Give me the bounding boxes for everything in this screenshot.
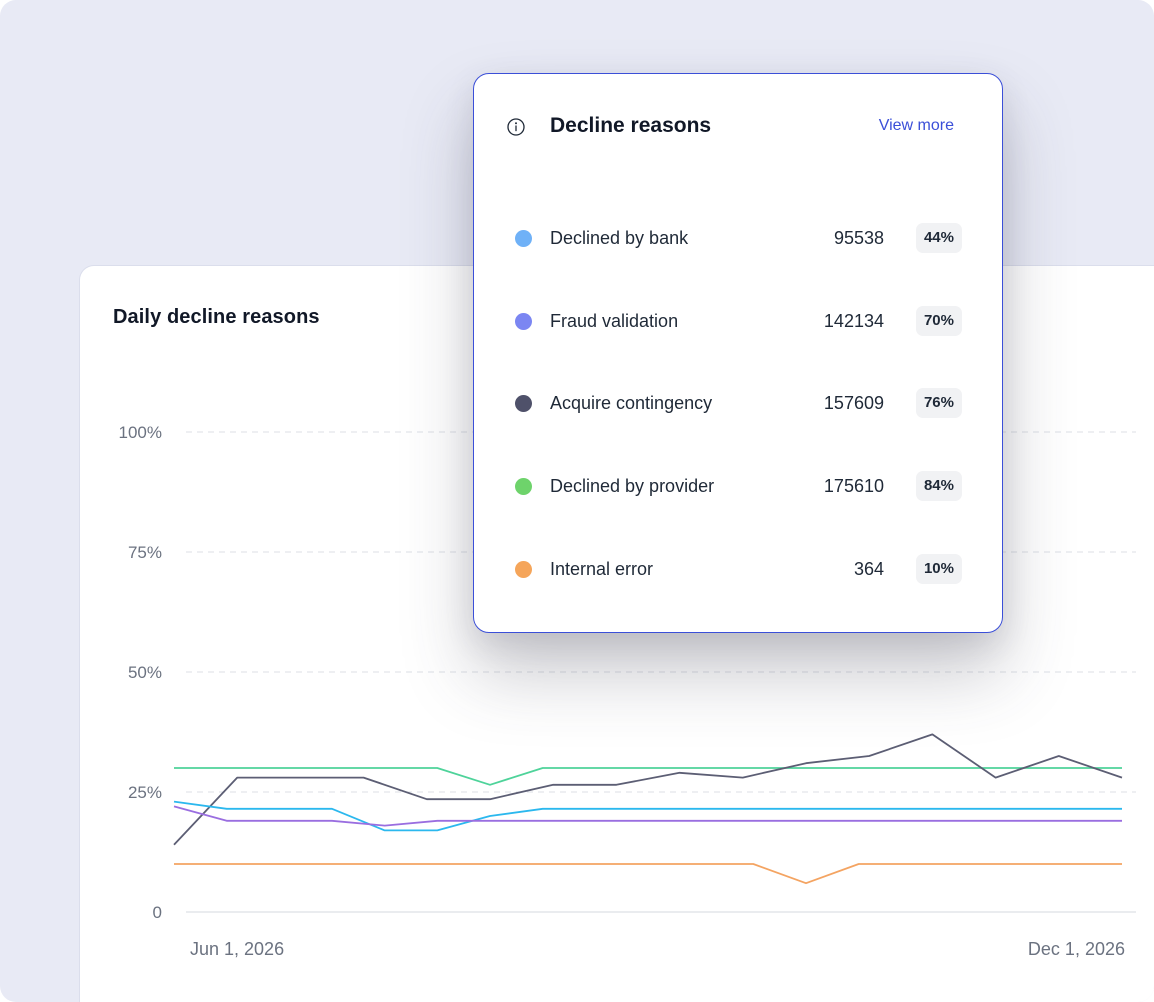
reason-percent-badge: 44% (915, 223, 962, 253)
reason-row: Declined by provider 175610 84% (474, 470, 1004, 504)
y-tick-label: 100% (119, 423, 162, 442)
reason-count: 142134 (823, 311, 884, 331)
legend-dot (515, 478, 532, 495)
legend-dot (515, 313, 532, 330)
series-line (173, 733, 1123, 846)
reason-label: Fraud validation (550, 311, 679, 331)
series-line (173, 800, 1122, 832)
reason-row: Internal error 364 10% (474, 553, 1004, 587)
legend-dot (515, 561, 532, 578)
reason-percent-badge: 10% (915, 554, 962, 584)
reason-label: Declined by provider (550, 476, 715, 496)
x-tick-label: Jun 1, 2026 (190, 939, 284, 959)
reason-row: Fraud validation 142134 70% (474, 305, 1004, 339)
reason-percent-badge: 84% (915, 471, 962, 501)
reason-label: Internal error (550, 559, 654, 579)
info-icon (507, 118, 525, 136)
reason-count: 157609 (823, 393, 884, 413)
card-title: Daily decline reasons (113, 306, 320, 328)
y-tick-label: 75% (128, 543, 162, 562)
series-line (174, 767, 1122, 786)
series-line (174, 863, 1122, 885)
reason-count: 364 (853, 559, 884, 579)
x-tick-label: Dec 1, 2026 (1028, 939, 1125, 959)
reason-label: Declined by bank (550, 228, 689, 248)
legend-dot (515, 230, 532, 247)
y-tick-label: 50% (128, 663, 162, 682)
series-line (173, 805, 1122, 827)
view-more-link[interactable]: View more (878, 117, 954, 134)
reason-row: Acquire contingency 157609 76% (474, 387, 1004, 421)
reason-label: Acquire contingency (550, 393, 713, 413)
reason-count: 175610 (823, 476, 884, 496)
reason-percent-badge: 70% (915, 306, 962, 336)
legend-dot (515, 395, 532, 412)
decline-reasons-popup: Decline reasons View more Declined by ba… (473, 73, 1003, 633)
reason-count: 95538 (833, 228, 884, 248)
y-tick-label: 25% (128, 783, 162, 802)
y-tick-label: 0 (153, 903, 162, 922)
reason-percent-badge: 76% (915, 388, 962, 418)
popup-title: Decline reasons (550, 114, 712, 137)
reason-row: Declined by bank 95538 44% (474, 222, 1004, 256)
